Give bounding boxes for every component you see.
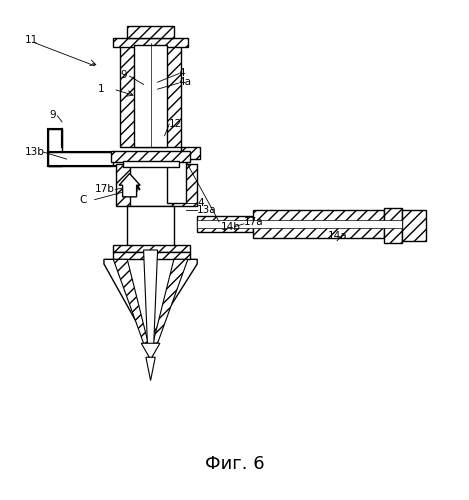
Text: Фиг. 6: Фиг. 6 xyxy=(204,456,265,473)
Polygon shape xyxy=(144,250,158,362)
Text: 4: 4 xyxy=(179,68,185,78)
Bar xyxy=(181,148,199,159)
Text: 13a: 13a xyxy=(197,206,217,216)
Bar xyxy=(402,210,426,240)
Bar xyxy=(134,45,167,148)
Text: 17a: 17a xyxy=(244,217,264,227)
Text: 9: 9 xyxy=(121,70,127,80)
Polygon shape xyxy=(141,343,160,359)
Bar xyxy=(384,208,402,243)
Bar xyxy=(113,252,190,260)
Text: C: C xyxy=(79,194,87,204)
Bar xyxy=(127,206,174,250)
Text: 11: 11 xyxy=(25,35,38,45)
FancyArrow shape xyxy=(119,174,140,197)
Text: 13b: 13b xyxy=(25,147,45,157)
Bar xyxy=(116,164,197,205)
Bar xyxy=(48,152,113,166)
Text: 14b: 14b xyxy=(220,222,241,232)
Text: 4: 4 xyxy=(197,198,204,208)
Bar xyxy=(111,150,190,162)
Bar xyxy=(129,164,172,205)
Bar xyxy=(120,45,181,148)
Polygon shape xyxy=(153,260,188,343)
Polygon shape xyxy=(104,260,197,343)
Text: 17b: 17b xyxy=(95,184,114,194)
Text: 12: 12 xyxy=(169,119,182,129)
Bar xyxy=(113,38,188,47)
Text: 9: 9 xyxy=(49,110,56,120)
Bar xyxy=(253,210,384,238)
Bar xyxy=(127,26,174,38)
Bar xyxy=(48,129,62,166)
Bar xyxy=(167,152,186,204)
Text: 1: 1 xyxy=(98,84,104,94)
Bar xyxy=(113,246,190,252)
Bar xyxy=(197,216,253,232)
Bar xyxy=(197,220,402,228)
Text: 14a: 14a xyxy=(328,231,348,241)
Polygon shape xyxy=(113,260,148,343)
Text: 4a: 4a xyxy=(179,77,191,87)
Polygon shape xyxy=(146,357,155,380)
Bar xyxy=(122,162,179,167)
